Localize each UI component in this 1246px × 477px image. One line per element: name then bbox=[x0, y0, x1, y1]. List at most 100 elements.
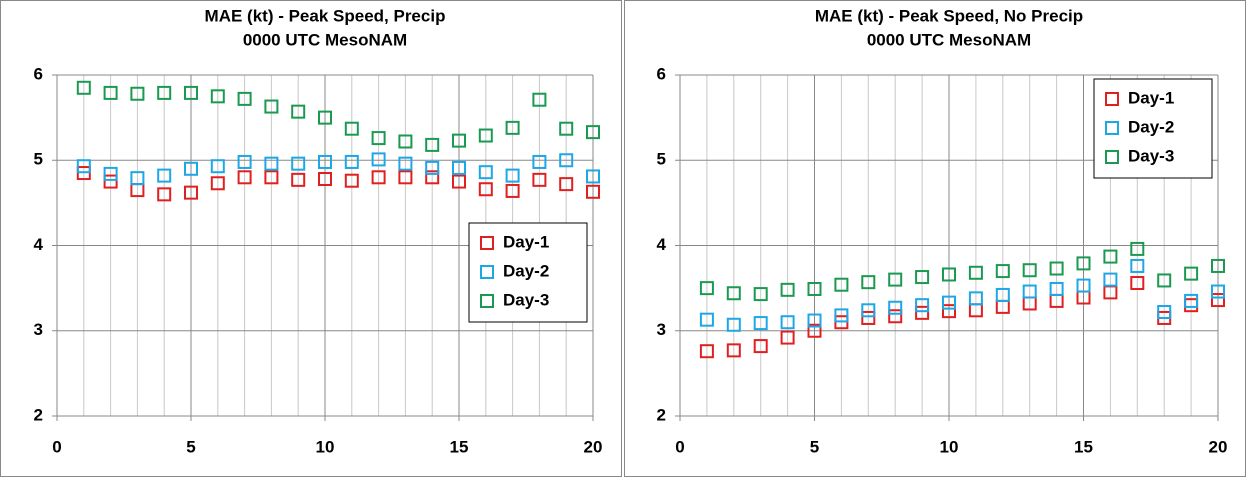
marker bbox=[1211, 258, 1225, 273]
marker bbox=[76, 80, 91, 95]
marker bbox=[157, 187, 172, 202]
marker bbox=[210, 89, 225, 104]
legend-label: Day-2 bbox=[1128, 117, 1174, 136]
marker bbox=[888, 300, 903, 315]
legend-box bbox=[468, 222, 588, 323]
marker bbox=[1022, 284, 1037, 299]
marker bbox=[1157, 273, 1172, 288]
marker bbox=[586, 169, 600, 184]
x-tick-label: 0 bbox=[52, 437, 61, 456]
marker bbox=[753, 339, 768, 354]
marker bbox=[1103, 272, 1118, 287]
marker bbox=[157, 85, 172, 100]
marker bbox=[780, 330, 795, 345]
marker bbox=[425, 170, 440, 185]
marker bbox=[915, 298, 930, 313]
legend-label: Day-1 bbox=[503, 232, 549, 251]
marker bbox=[76, 159, 91, 174]
marker bbox=[398, 134, 413, 149]
marker bbox=[237, 154, 252, 169]
y-tick-label: 2 bbox=[34, 405, 43, 424]
marker bbox=[478, 165, 493, 180]
marker bbox=[1076, 278, 1091, 293]
chart-title: MAE (kt) - Peak Speed, No Precip bbox=[815, 6, 1083, 25]
marker bbox=[452, 133, 466, 148]
marker bbox=[559, 153, 574, 168]
legend-marker bbox=[480, 294, 494, 308]
marker bbox=[291, 156, 306, 171]
marker bbox=[1049, 281, 1064, 296]
marker bbox=[726, 286, 741, 301]
marker bbox=[103, 85, 118, 100]
marker bbox=[942, 295, 956, 310]
x-tick-label: 5 bbox=[810, 437, 819, 456]
marker bbox=[968, 265, 983, 280]
marker bbox=[1157, 304, 1172, 319]
marker bbox=[264, 156, 279, 171]
y-tick-label: 3 bbox=[34, 320, 43, 339]
legend-marker bbox=[1105, 150, 1119, 164]
x-tick-label: 15 bbox=[1074, 437, 1093, 456]
marker bbox=[1211, 284, 1225, 299]
marker bbox=[478, 182, 493, 197]
marker bbox=[995, 287, 1010, 302]
marker bbox=[726, 317, 741, 332]
marker bbox=[888, 272, 903, 287]
legend-marker bbox=[1105, 92, 1119, 106]
marker bbox=[888, 309, 903, 324]
marker bbox=[559, 121, 574, 136]
marker bbox=[968, 291, 983, 306]
marker bbox=[210, 159, 225, 174]
marker bbox=[264, 99, 279, 114]
marker bbox=[371, 131, 386, 146]
chart-title: MAE (kt) - Peak Speed, Precip bbox=[205, 6, 446, 25]
marker bbox=[103, 166, 118, 181]
marker bbox=[1184, 266, 1199, 281]
marker bbox=[344, 121, 359, 136]
marker bbox=[753, 316, 768, 331]
marker bbox=[398, 170, 413, 185]
legend-marker bbox=[480, 236, 494, 250]
marker bbox=[942, 304, 956, 319]
marker bbox=[1049, 261, 1064, 276]
marker bbox=[371, 170, 386, 185]
marker bbox=[586, 184, 600, 199]
marker bbox=[505, 120, 520, 135]
marker bbox=[1076, 256, 1091, 271]
legend-marker bbox=[1105, 121, 1119, 135]
marker bbox=[371, 152, 386, 167]
marker bbox=[726, 343, 741, 358]
marker bbox=[130, 171, 145, 186]
legend-box bbox=[1093, 78, 1213, 179]
marker bbox=[861, 310, 876, 325]
marker bbox=[103, 174, 118, 189]
marker bbox=[344, 154, 359, 169]
x-tick-label: 15 bbox=[450, 437, 469, 456]
y-tick-label: 5 bbox=[34, 150, 43, 169]
marker bbox=[807, 313, 822, 328]
legend-label: Day-2 bbox=[503, 261, 549, 280]
chart-subtitle: 0000 UTC MesoNAM bbox=[243, 30, 407, 49]
marker bbox=[834, 308, 849, 323]
x-tick-label: 20 bbox=[1209, 437, 1228, 456]
marker bbox=[532, 154, 547, 169]
marker bbox=[807, 323, 822, 338]
y-tick-label: 4 bbox=[657, 235, 667, 254]
marker bbox=[915, 305, 930, 320]
marker bbox=[318, 154, 332, 169]
x-tick-label: 0 bbox=[675, 437, 684, 456]
marker bbox=[942, 267, 956, 282]
marker bbox=[915, 270, 930, 285]
marker bbox=[237, 91, 252, 106]
y-tick-label: 2 bbox=[657, 405, 666, 424]
marker bbox=[834, 277, 849, 292]
marker bbox=[318, 110, 332, 125]
marker bbox=[699, 312, 714, 327]
marker bbox=[532, 92, 547, 107]
marker bbox=[130, 86, 145, 101]
marker bbox=[398, 156, 413, 171]
marker bbox=[452, 174, 466, 189]
marker bbox=[344, 173, 359, 188]
y-tick-label: 3 bbox=[657, 320, 666, 339]
marker bbox=[157, 168, 172, 183]
